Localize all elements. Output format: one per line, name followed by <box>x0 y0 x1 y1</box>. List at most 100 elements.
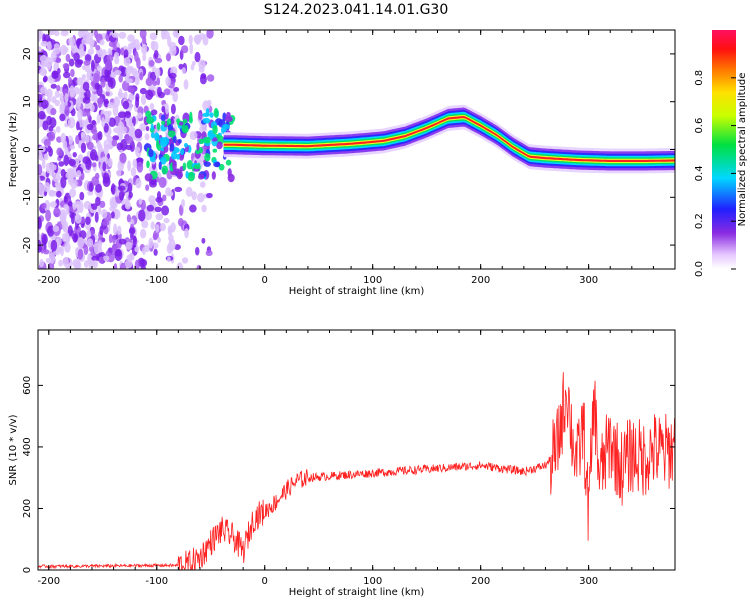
spectral-blob <box>52 164 57 171</box>
spectral-blob <box>134 76 140 86</box>
spectral-blob <box>165 76 171 87</box>
spectral-blob <box>191 191 197 201</box>
spectral-blob <box>145 77 153 87</box>
spectral-blob <box>111 32 119 38</box>
spectral-blob <box>195 149 200 155</box>
spectral-blob <box>125 78 133 84</box>
spectral-blob <box>51 70 58 79</box>
spectral-blob <box>146 116 155 125</box>
spectral-blob <box>177 218 184 227</box>
spectral-blob <box>55 126 61 133</box>
spectral-blob <box>89 149 98 161</box>
spectral-blob <box>48 252 56 264</box>
spectral-blob <box>127 34 135 42</box>
spectral-blob <box>131 67 138 76</box>
spectral-blob <box>43 138 51 147</box>
spectral-blob <box>40 86 48 94</box>
x-tick-label: 100 <box>363 275 382 286</box>
spectral-blob <box>94 211 99 223</box>
y-tick-label: 0 <box>22 567 33 573</box>
spectral-blob <box>206 30 214 39</box>
spectral-blob <box>203 136 211 144</box>
spectral-blob <box>150 40 156 50</box>
spectral-blob <box>127 42 136 50</box>
spectral-blob <box>51 96 57 104</box>
y-axis-label: SNR (10 * v/v) <box>8 414 19 485</box>
spectral-blob <box>67 117 76 129</box>
spectral-blob <box>170 103 176 115</box>
snr-plot: -200 -100 0 100 200 300 0 200 400 600 Height of st… <box>8 329 676 598</box>
spectral-blob <box>91 203 98 210</box>
spectral-blob <box>99 200 106 209</box>
y-tick-label: 200 <box>22 499 33 518</box>
spectral-blob <box>38 46 42 53</box>
spectral-blob <box>97 130 103 141</box>
spectral-blob <box>187 171 195 182</box>
spectral-blob <box>132 158 138 168</box>
spectral-blob <box>134 246 139 253</box>
spectral-blob <box>139 72 144 81</box>
spectral-blob <box>206 192 213 199</box>
spectral-blob <box>64 92 69 103</box>
spectral-blob <box>136 112 143 119</box>
spectral-blob <box>79 191 85 201</box>
spectral-blob <box>83 260 89 268</box>
spectral-blob <box>91 128 98 135</box>
colorbar-tick-label: 0.8 <box>694 70 705 86</box>
spectral-blob <box>123 49 129 59</box>
spectral-blob <box>75 170 82 178</box>
spectral-blob <box>101 117 106 128</box>
spectral-blob <box>130 167 137 177</box>
spectral-blob <box>85 118 89 126</box>
spectral-blob <box>113 96 120 108</box>
spectral-blob <box>58 259 63 267</box>
spectral-blob <box>114 69 122 76</box>
spectral-blob <box>179 121 184 126</box>
spectral-blob <box>135 177 142 189</box>
spectral-blob <box>67 225 73 237</box>
spectral-blob <box>150 200 155 206</box>
spectral-blob <box>180 148 185 156</box>
spectral-blob <box>129 122 135 134</box>
spectral-blob <box>82 156 91 165</box>
colorbar-gradient <box>712 30 736 269</box>
spectral-blob <box>91 120 96 126</box>
spectral-blob <box>189 42 194 55</box>
spectral-blob <box>68 58 75 67</box>
spectral-blob <box>50 50 57 63</box>
spectral-blob <box>178 63 184 70</box>
spectral-blob <box>97 205 102 215</box>
x-tick-label: -200 <box>37 275 60 286</box>
spectral-blob <box>183 142 188 148</box>
spectral-blob <box>142 36 147 45</box>
spectral-blob <box>50 83 57 89</box>
spectral-blob <box>112 135 119 141</box>
spectral-blob <box>182 162 187 171</box>
spectral-blob <box>45 162 52 174</box>
spectral-blob <box>206 74 215 82</box>
spectral-blob <box>86 109 91 119</box>
spectral-blob <box>198 138 205 145</box>
spectral-blob <box>96 84 103 97</box>
spectral-blob <box>109 71 116 78</box>
spectral-blob <box>145 110 152 118</box>
spectral-blob <box>76 77 84 86</box>
spectral-blob <box>68 37 76 46</box>
spectral-blob <box>165 53 171 62</box>
spectral-blob <box>148 237 154 249</box>
spectral-blob <box>141 43 148 55</box>
spectral-blob <box>72 258 81 268</box>
spectral-blob <box>96 141 102 150</box>
spectral-blob <box>62 140 68 150</box>
spectral-blob <box>52 225 60 233</box>
x-tick-label: 100 <box>363 576 382 587</box>
y-tick-label: 600 <box>22 376 33 395</box>
y-tick-label: -20 <box>22 237 33 253</box>
spectral-blob <box>212 125 218 135</box>
spectral-blob <box>111 243 118 251</box>
spectral-blob <box>134 259 140 269</box>
spectral-blob <box>64 241 71 253</box>
spectral-blob <box>83 60 91 66</box>
spectral-blob <box>69 188 77 198</box>
spectral-blob <box>168 72 177 79</box>
